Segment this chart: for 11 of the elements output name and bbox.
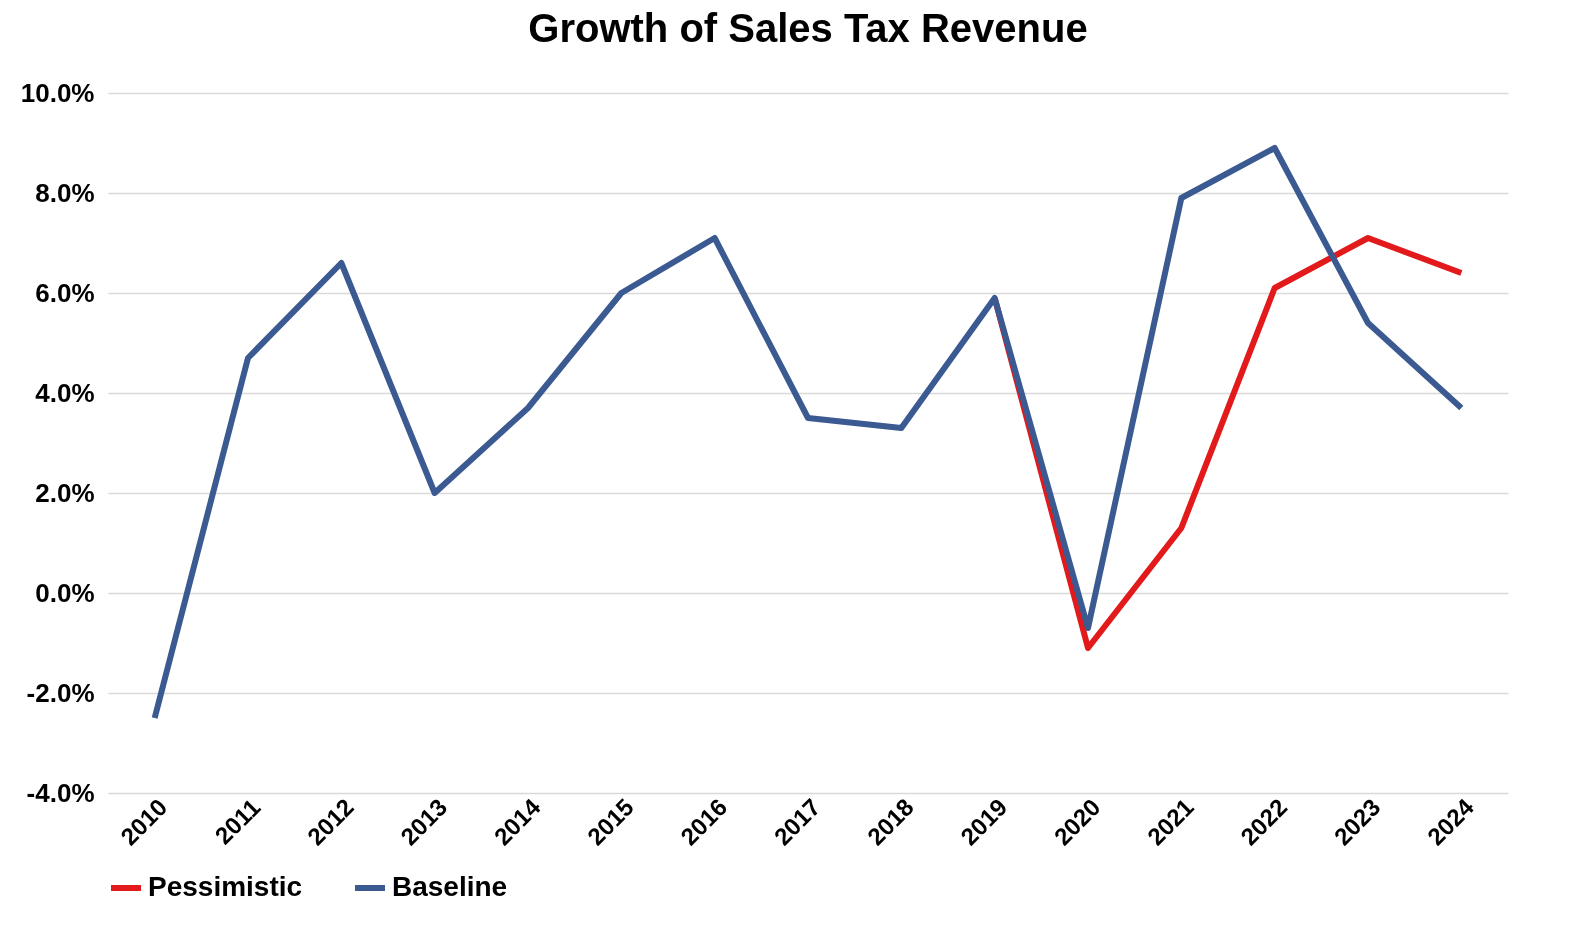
y-tick-label: 4.0%: [35, 377, 95, 408]
y-tick-label: 2.0%: [35, 477, 95, 508]
legend-label: Baseline: [392, 871, 508, 902]
y-tick-label: -4.0%: [26, 777, 95, 808]
y-tick-label: -2.0%: [26, 677, 95, 708]
chart-title: Growth of Sales Tax Revenue: [528, 6, 1088, 50]
y-tick-label: 8.0%: [35, 177, 95, 208]
y-tick-label: 0.0%: [35, 577, 95, 608]
y-tick-label: 10.0%: [20, 77, 95, 108]
y-tick-label: 6.0%: [35, 277, 95, 308]
legend-label: Pessimistic: [148, 871, 303, 902]
